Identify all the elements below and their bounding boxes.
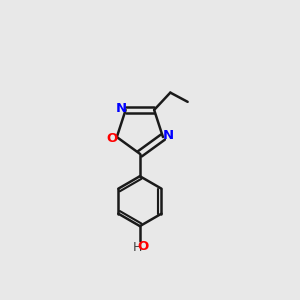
Text: O: O [106,132,117,145]
Text: N: N [163,129,174,142]
Text: O: O [137,240,148,253]
Text: H: H [132,241,142,254]
Text: N: N [116,102,127,115]
